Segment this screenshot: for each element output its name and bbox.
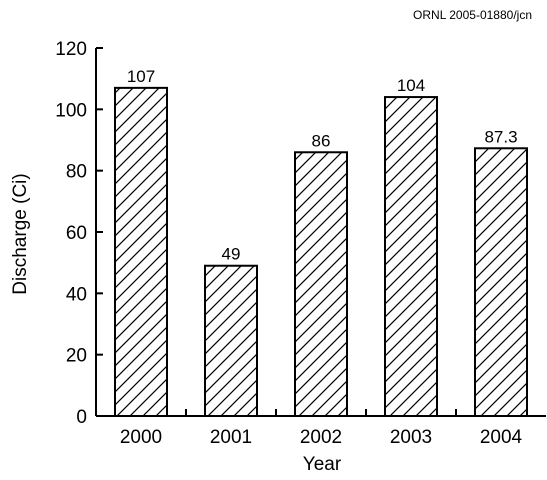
y-tick-label: 80 <box>66 162 87 183</box>
y-tick-label: 120 <box>55 39 87 60</box>
x-tick-label-2004: 2004 <box>480 427 523 448</box>
x-axis-title: Year <box>303 454 342 475</box>
axes-layer <box>95 47 546 417</box>
y-tick-label: 60 <box>66 223 87 244</box>
bar-2001 <box>204 264 258 417</box>
y-tick-label: 100 <box>55 100 87 121</box>
y-tick-label: 40 <box>66 284 87 305</box>
x-tick-label-2001: 2001 <box>210 427 252 448</box>
x-tick-label-2003: 2003 <box>390 427 432 448</box>
data-label-2002: 86 <box>312 131 331 150</box>
bar-2002 <box>294 151 348 417</box>
y-axis-title: Discharge (Ci) <box>10 173 31 294</box>
x-tick-label-2002: 2002 <box>300 427 342 448</box>
y-tick-label: 0 <box>76 407 87 428</box>
x-tick-label-2000: 2000 <box>120 427 162 448</box>
data-label-2000: 107 <box>127 67 155 86</box>
bar-2004 <box>474 147 528 417</box>
data-label-2003: 104 <box>397 76 425 95</box>
bars-layer <box>114 86 528 417</box>
bar-2003 <box>384 96 438 417</box>
bar-2000 <box>114 86 168 417</box>
labels-layer: 0 20 40 60 80 100 120 107 2000 49 2001 86 2002 104 200… <box>55 39 522 448</box>
data-label-2001: 49 <box>222 245 241 264</box>
y-tick-label: 20 <box>66 346 87 367</box>
document-id: ORNL 2005-01880/jcn <box>413 8 532 22</box>
data-label-2004: 87.3 <box>484 127 517 146</box>
